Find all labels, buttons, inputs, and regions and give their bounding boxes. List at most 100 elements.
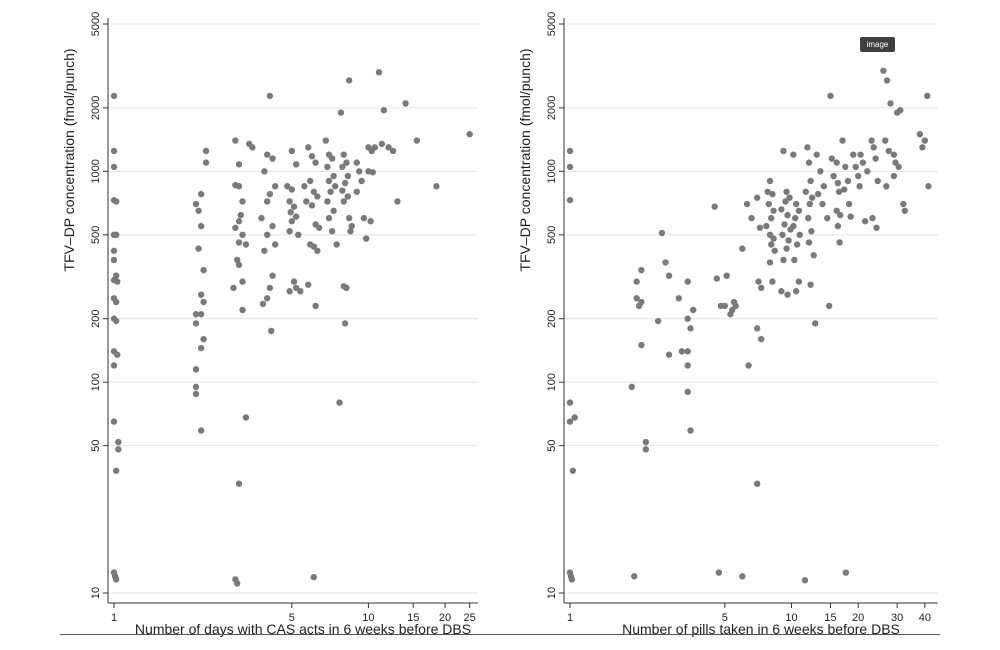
data-point-88 (790, 222, 797, 230)
data-point-159 (380, 107, 388, 114)
data-point-104 (807, 281, 814, 288)
data-point-41 (192, 390, 200, 398)
data-point-134 (857, 151, 864, 158)
data-point-29 (687, 325, 694, 332)
x-tick-label-4: 20 (439, 612, 451, 624)
data-point-90 (287, 209, 294, 216)
data-point-54 (235, 239, 243, 246)
data-point-157 (367, 218, 374, 225)
data-point-74 (778, 206, 785, 213)
data-point-129 (847, 213, 854, 220)
data-point-145 (345, 77, 353, 84)
data-point-102 (312, 159, 319, 166)
x-tick-label-2: 10 (785, 612, 797, 624)
data-point-68 (263, 151, 271, 158)
y-tick-label-2: 100 (546, 373, 558, 391)
data-point-70 (261, 168, 268, 175)
data-point-3 (566, 399, 574, 406)
data-point-15 (112, 317, 120, 325)
data-point-106 (801, 577, 809, 584)
data-point-108 (817, 168, 824, 175)
data-point-105 (314, 193, 321, 200)
data-point-56 (753, 480, 761, 487)
data-point-84 (284, 183, 291, 190)
data-point-68 (766, 259, 774, 266)
data-point-109 (315, 224, 323, 231)
data-point-119 (324, 163, 331, 171)
data-point-83 (268, 327, 275, 335)
image-tooltip[interactable]: image (860, 37, 895, 52)
data-point-79 (269, 272, 276, 279)
data-point-27 (684, 278, 691, 285)
x-tick-label-1: 5 (722, 612, 728, 624)
data-point-129 (337, 109, 345, 116)
data-point-143 (341, 320, 349, 327)
data-point-15 (633, 278, 640, 285)
y-tick-label-4: 500 (546, 226, 558, 244)
data-point-25 (112, 576, 120, 583)
data-point-59 (230, 284, 237, 292)
data-point-40 (192, 383, 200, 391)
y-tick-label-7: 5000 (546, 12, 558, 36)
data-point-125 (842, 163, 849, 171)
x-tick-label-5: 25 (464, 612, 476, 624)
data-point-99 (301, 183, 308, 190)
data-point-94 (295, 231, 302, 239)
data-point-85 (288, 147, 296, 155)
data-point-142 (874, 177, 881, 185)
data-point-80 (266, 284, 274, 292)
data-point-27 (195, 207, 202, 214)
data-point-163 (925, 183, 932, 190)
data-point-155 (897, 107, 904, 114)
data-point-150 (360, 214, 368, 222)
data-point-123 (836, 239, 843, 246)
data-point-57 (764, 188, 771, 195)
data-point-44 (202, 159, 210, 166)
data-point-52 (232, 224, 239, 231)
x-axis-label: Number of pills taken in 6 weeks before … (622, 621, 900, 637)
data-point-130 (842, 569, 850, 576)
data-point-130 (340, 151, 347, 158)
data-point-13 (112, 298, 120, 306)
data-point-138 (345, 214, 353, 222)
data-point-120 (833, 207, 840, 214)
y-tick-label-6: 2000 (90, 96, 102, 120)
data-point-149 (883, 183, 890, 190)
data-point-59 (769, 190, 776, 198)
data-point-76 (263, 231, 271, 239)
data-point-58 (766, 177, 774, 185)
data-point-135 (339, 187, 346, 194)
data-point-67 (771, 247, 778, 254)
data-point-72 (266, 190, 274, 198)
data-point-107 (308, 202, 316, 209)
data-point-136 (856, 183, 863, 190)
data-point-143 (869, 214, 876, 222)
data-point-159 (916, 131, 924, 138)
data-point-109 (820, 183, 828, 190)
data-point-20 (115, 438, 122, 446)
data-point-11 (633, 295, 640, 302)
data-point-132 (339, 163, 346, 171)
data-point-17 (642, 438, 650, 446)
data-point-114 (827, 92, 834, 100)
data-point-2 (110, 163, 118, 171)
data-point-21 (115, 446, 122, 453)
data-point-151 (890, 151, 898, 158)
data-point-135 (859, 159, 867, 166)
data-point-126 (325, 214, 333, 222)
data-point-157 (900, 200, 907, 208)
data-point-18 (642, 446, 650, 453)
data-point-4 (571, 414, 578, 421)
data-point-102 (805, 239, 813, 246)
data-point-139 (348, 222, 355, 230)
x-axis-label: Number of days with CAS acts in 6 weeks … (135, 621, 471, 637)
y-tick-label-2: 100 (90, 373, 102, 391)
data-point-32 (197, 291, 205, 298)
data-point-116 (830, 172, 837, 180)
data-point-145 (880, 67, 887, 74)
data-point-76 (781, 221, 788, 228)
data-point-103 (306, 177, 314, 185)
data-point-44 (715, 569, 723, 576)
data-point-133 (854, 172, 862, 180)
data-point-17 (114, 351, 121, 358)
